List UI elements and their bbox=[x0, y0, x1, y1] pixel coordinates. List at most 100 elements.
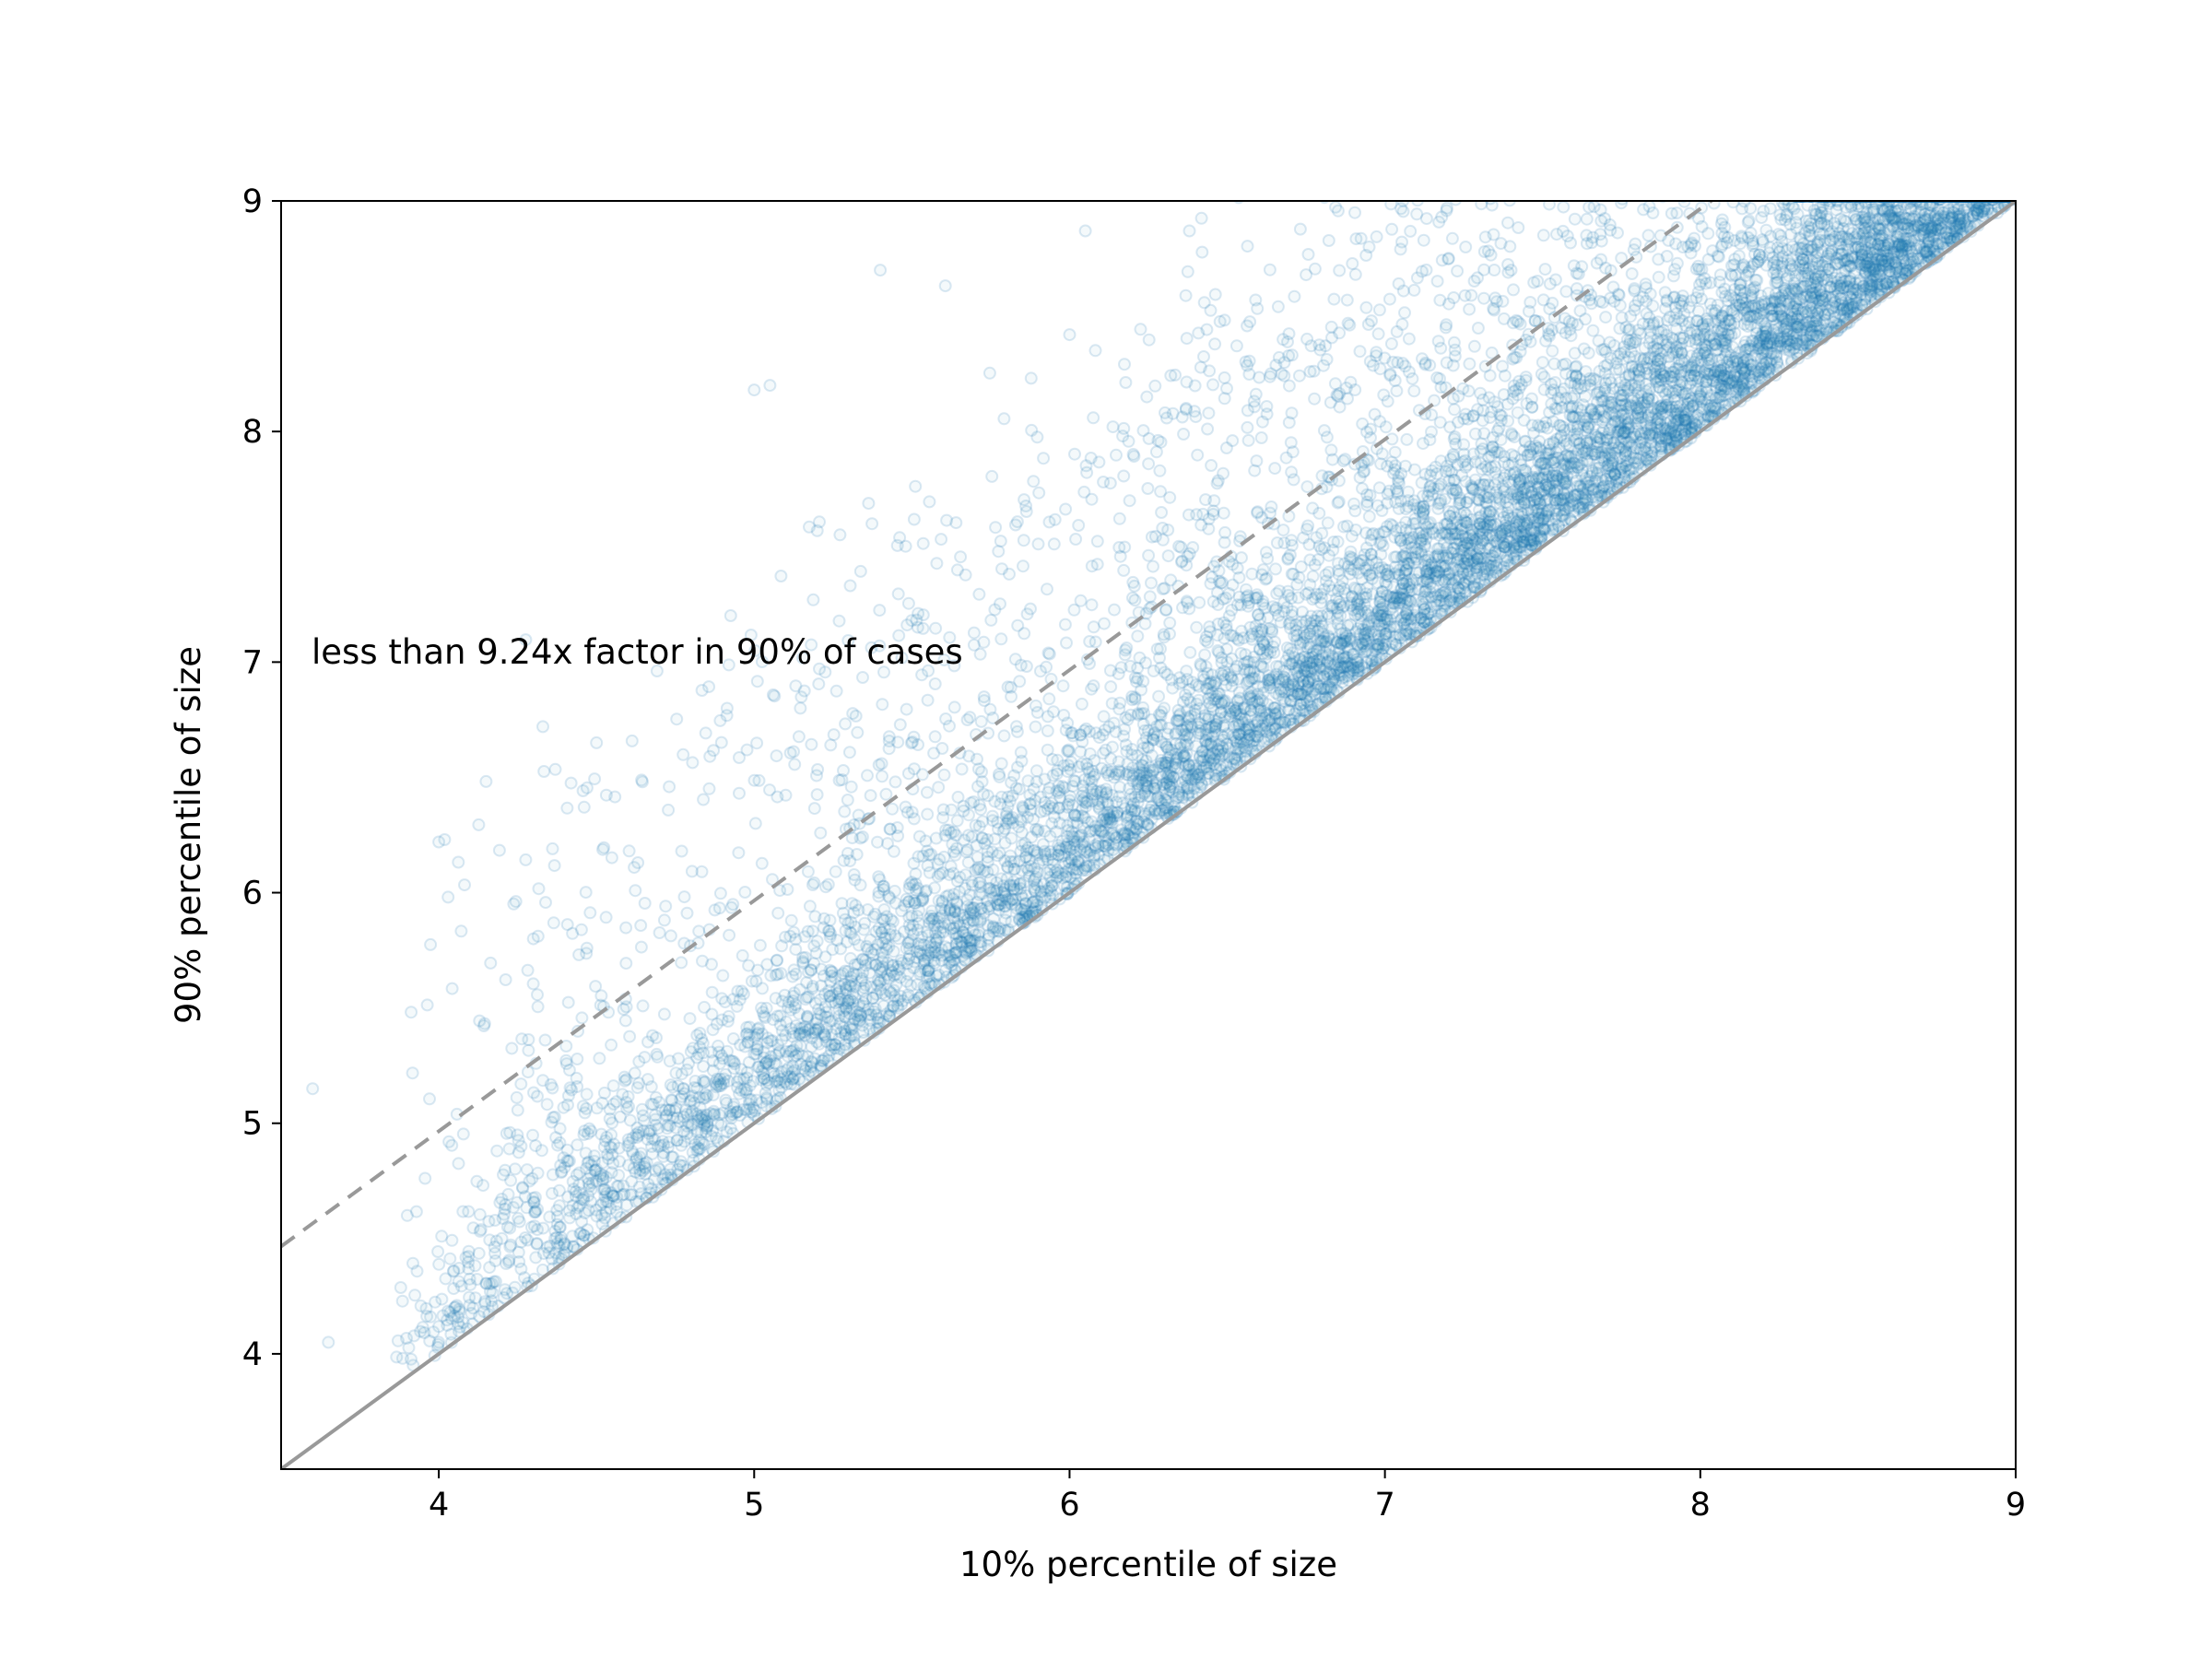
scatter-point bbox=[1471, 271, 1484, 285]
scatter-point bbox=[1065, 726, 1079, 740]
scatter-point bbox=[1837, 281, 1851, 295]
scatter-point bbox=[1631, 363, 1645, 377]
scatter-point bbox=[1097, 825, 1110, 839]
scatter-point bbox=[1746, 370, 1759, 383]
scatter-point bbox=[1402, 557, 1415, 571]
scatter-point bbox=[675, 956, 688, 970]
scatter-point bbox=[920, 785, 934, 799]
scatter-point bbox=[636, 1109, 650, 1123]
scatter-point bbox=[531, 988, 544, 1002]
scatter-point bbox=[1447, 335, 1461, 349]
scatter-point bbox=[843, 579, 857, 593]
scatter-point bbox=[1537, 483, 1551, 497]
scatter-point bbox=[1203, 364, 1217, 378]
scatter-point bbox=[1851, 227, 1865, 241]
scatter-point bbox=[947, 888, 961, 901]
scatter-point bbox=[1746, 334, 1759, 347]
scatter-point bbox=[1471, 403, 1485, 417]
scatter-point bbox=[1060, 636, 1073, 650]
scatter-point bbox=[798, 1030, 812, 1042]
scatter-point bbox=[864, 789, 877, 803]
scatter-point bbox=[1849, 213, 1863, 227]
scatter-point bbox=[713, 887, 727, 900]
scatter-point bbox=[972, 819, 986, 833]
scatter-point bbox=[683, 1012, 697, 1026]
scatter-point bbox=[1606, 406, 1619, 420]
scatter-point bbox=[717, 1077, 730, 1090]
scatter-point bbox=[1591, 413, 1605, 426]
scatter-point bbox=[805, 737, 818, 751]
scatter-point bbox=[907, 762, 921, 776]
scatter-point bbox=[1325, 453, 1339, 466]
scatter-point bbox=[572, 1166, 586, 1180]
scatter-point bbox=[620, 1198, 633, 1212]
scatter-point bbox=[1949, 222, 1963, 236]
scatter-point bbox=[1759, 329, 1772, 343]
scatter-point bbox=[1177, 428, 1191, 441]
scatter-point bbox=[431, 1245, 445, 1258]
scatter-point bbox=[1661, 313, 1675, 327]
scatter-point bbox=[922, 951, 935, 965]
scatter-point bbox=[1212, 564, 1226, 578]
scatter-point bbox=[1017, 559, 1030, 573]
scatter-point bbox=[1077, 785, 1090, 799]
scatter-point bbox=[1391, 485, 1405, 499]
scatter-point bbox=[1486, 549, 1500, 562]
scatter-point bbox=[1666, 376, 1680, 390]
scatter-point bbox=[1026, 896, 1040, 910]
scatter-point bbox=[1318, 682, 1331, 696]
scatter-point bbox=[1141, 782, 1155, 795]
scatter-point bbox=[1564, 236, 1577, 250]
scatter-point bbox=[554, 1166, 568, 1180]
scatter-point bbox=[1353, 641, 1367, 654]
scatter-point bbox=[1730, 310, 1744, 324]
scatter-point bbox=[829, 865, 842, 878]
scatter-point bbox=[1117, 469, 1131, 483]
scatter-point bbox=[1201, 422, 1215, 436]
scatter-point bbox=[662, 803, 676, 817]
scatter-point bbox=[1706, 374, 1720, 388]
scatter-point bbox=[1394, 531, 1407, 545]
scatter-point bbox=[1197, 296, 1211, 310]
scatter-point bbox=[1025, 423, 1039, 437]
scatter-point bbox=[531, 1000, 545, 1014]
scatter-point bbox=[809, 947, 823, 960]
scatter-point bbox=[447, 1282, 461, 1296]
scatter-point bbox=[599, 911, 613, 924]
scatter-point bbox=[924, 979, 938, 993]
scatter-point bbox=[1379, 420, 1393, 434]
scatter-point bbox=[792, 730, 806, 744]
scatter-point bbox=[1908, 234, 1922, 248]
scatter-point bbox=[1978, 202, 1991, 216]
scatter-point bbox=[1269, 562, 1282, 576]
scatter-point bbox=[1150, 642, 1164, 656]
scatter-point bbox=[603, 1102, 617, 1116]
scatter-point bbox=[1197, 350, 1210, 363]
scatter-point bbox=[1024, 371, 1038, 385]
scatter-point bbox=[546, 1081, 559, 1095]
scatter-point bbox=[1392, 470, 1406, 484]
scatter-point bbox=[1614, 375, 1627, 389]
scatter-point bbox=[1717, 369, 1731, 382]
scatter-point bbox=[1132, 606, 1146, 619]
scatter-point bbox=[1890, 240, 1904, 253]
scatter-point bbox=[928, 730, 942, 744]
scatter-point bbox=[1698, 393, 1712, 406]
scatter-point bbox=[1180, 594, 1194, 608]
scatter-point bbox=[1064, 870, 1077, 884]
scatter-point bbox=[1006, 875, 1020, 888]
scatter-point bbox=[1744, 377, 1758, 391]
scatter-point bbox=[1800, 266, 1814, 280]
scatter-point bbox=[1015, 826, 1029, 840]
scatter-point bbox=[1253, 642, 1266, 656]
scatter-point bbox=[1644, 453, 1658, 465]
scatter-point bbox=[973, 647, 987, 661]
scatter-point bbox=[548, 1224, 562, 1238]
scatter-point bbox=[1113, 781, 1126, 794]
scatter-point bbox=[1368, 407, 1382, 421]
scatter-point bbox=[1523, 475, 1536, 488]
scatter-point bbox=[1086, 764, 1100, 778]
scatter-point bbox=[830, 987, 844, 1000]
scatter-point bbox=[779, 1044, 793, 1058]
scatter-point bbox=[1141, 482, 1155, 495]
